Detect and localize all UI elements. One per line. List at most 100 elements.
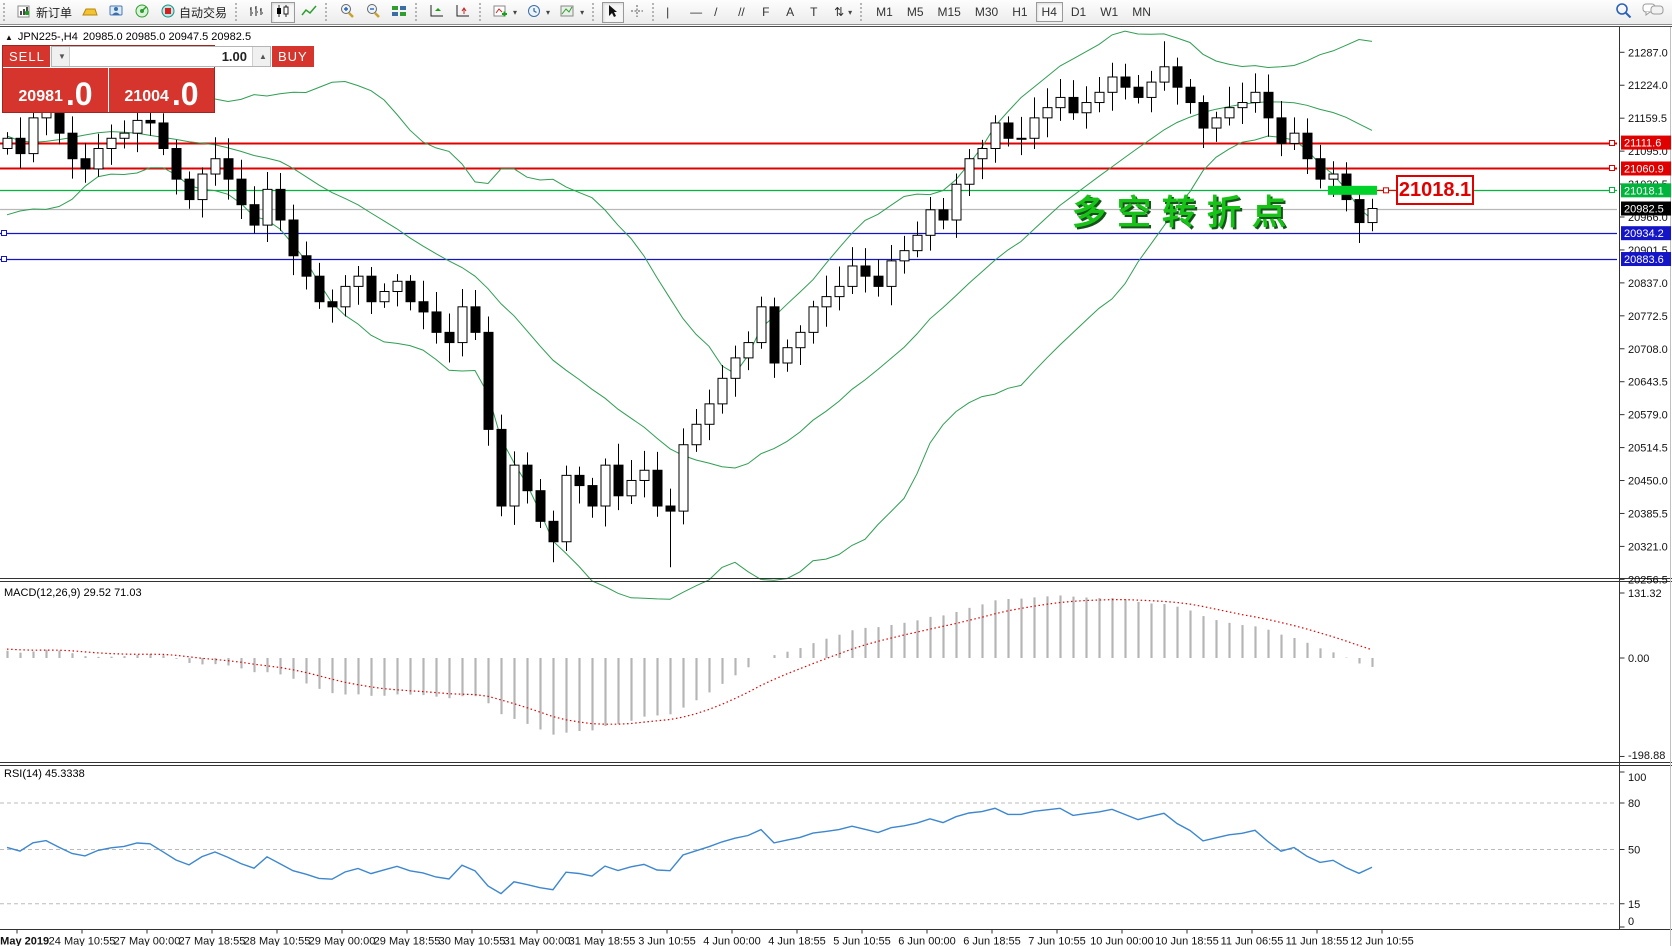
svg-text:23 May 2019: 23 May 2019 [0, 936, 49, 946]
toolbar-grip[interactable] [235, 3, 242, 21]
tile-windows-icon [391, 4, 407, 21]
timeframe-mn[interactable]: MN [1126, 2, 1157, 22]
timeframe-h4[interactable]: H4 [1035, 2, 1063, 22]
arrows-tool[interactable]: ⇅ ▾ [830, 2, 856, 23]
volume-increase-button[interactable]: ▲ [252, 47, 270, 66]
new-chart-icon [493, 4, 509, 21]
timeframe-m1[interactable]: M1 [870, 2, 899, 22]
toolbar-grip[interactable] [592, 3, 599, 21]
svg-text:21159.5: 21159.5 [1628, 113, 1667, 125]
svg-text:28 May 10:55: 28 May 10:55 [244, 936, 311, 946]
toolbar-grip[interactable] [652, 3, 659, 21]
candlestick-mode-button[interactable] [271, 1, 296, 23]
price-scale: 21287.021224.021159.521095.021030.520966… [1619, 47, 1671, 928]
toolbar-grip[interactable] [479, 3, 486, 21]
toolbar-grip[interactable] [860, 3, 867, 21]
timeframe-m5[interactable]: M5 [901, 2, 930, 22]
search-icon[interactable] [1615, 2, 1632, 23]
volume-input[interactable] [70, 47, 252, 66]
svg-text:21224.0: 21224.0 [1628, 80, 1668, 92]
macd-histogram [6, 595, 1374, 735]
toolbar-grip[interactable] [325, 3, 332, 21]
annotation-text[interactable]: 多空转折点 [1072, 194, 1297, 232]
volume-stepper: ▼ ▲ [51, 46, 271, 67]
cursor-tool-button[interactable] [602, 1, 625, 23]
horizontal-line-icon: — [690, 5, 703, 19]
macd-values: 29.52 71.03 [83, 587, 142, 599]
arrows-icon: ⇅ [834, 5, 845, 19]
candlestick-icon [275, 4, 291, 21]
sell-price[interactable]: 20981 .0 [3, 68, 108, 112]
panel-toggle-icon[interactable]: ▲ [5, 33, 13, 42]
radar-icon [134, 4, 150, 21]
volume-decrease-button[interactable]: ▼ [52, 47, 70, 66]
dropdown-caret: ▾ [580, 7, 585, 17]
svg-text:20321.0: 20321.0 [1628, 541, 1668, 553]
text-label-tool[interactable]: T [806, 2, 828, 23]
rsi-name: RSI(14) [4, 768, 42, 780]
auto-trading-button[interactable]: 自动交易 [156, 2, 231, 23]
chart-shift-button[interactable] [451, 2, 475, 23]
svg-text:131.32: 131.32 [1628, 588, 1662, 600]
zoom-in-button[interactable] [335, 2, 359, 23]
timeframe-h1[interactable]: H1 [1006, 2, 1033, 22]
svg-text:20579.0: 20579.0 [1628, 410, 1668, 422]
panel-frame [0, 27, 1672, 946]
timeframe-m15[interactable]: M15 [932, 2, 967, 22]
channel-tool[interactable]: // [734, 2, 756, 23]
auto-trading-label: 自动交易 [179, 5, 228, 20]
new-order-label: 新订单 [36, 5, 73, 20]
chart-canvas[interactable]: 21287.021224.021159.521095.021030.520966… [0, 27, 1672, 946]
chart-shift-icon [455, 4, 471, 21]
annotation-graphics [1328, 185, 1396, 195]
rsi-panel [0, 802, 1617, 905]
sell-button[interactable]: SELL [3, 46, 50, 67]
svg-text:21111.6: 21111.6 [1624, 138, 1661, 150]
svg-text:-198.88: -198.88 [1628, 750, 1665, 762]
horizontal-line-tool[interactable]: — [686, 2, 708, 23]
toolbar-grip[interactable] [415, 3, 422, 21]
new-chart-button[interactable]: ▾ [489, 2, 521, 23]
bar-chart-mode-button[interactable] [245, 2, 269, 23]
toolbar-grip[interactable] [3, 3, 10, 21]
vertical-line-icon: | [666, 5, 670, 19]
new-order-button[interactable]: 新订单 [13, 2, 76, 23]
text-tool-icon: A [786, 5, 795, 19]
templates-button[interactable]: ▾ [556, 2, 588, 23]
price-flag-label[interactable]: 21018.1 [1396, 175, 1474, 205]
svg-text:20256.5: 20256.5 [1628, 574, 1668, 586]
crosshair-tool-button[interactable] [626, 2, 648, 23]
zoom-out-button[interactable] [361, 2, 385, 23]
periods-button[interactable]: ▾ [523, 2, 554, 23]
channel-icon: // [738, 5, 745, 19]
signals-button[interactable] [130, 2, 154, 23]
text-tool[interactable]: A [782, 2, 804, 23]
chat-icon[interactable] [1642, 2, 1664, 23]
vertical-line-tool[interactable]: | [662, 2, 684, 23]
rsi-label: RSI(14) 45.3338 [4, 768, 85, 780]
svg-text:29 May 18:55: 29 May 18:55 [374, 936, 441, 946]
buy-button[interactable]: BUY [272, 46, 314, 67]
buy-price[interactable]: 21004 .0 [109, 68, 214, 112]
svg-text:80: 80 [1628, 798, 1640, 810]
timeframe-m30[interactable]: M30 [969, 2, 1004, 22]
charts-profile-button[interactable] [78, 2, 102, 23]
timeframe-d1[interactable]: D1 [1065, 2, 1092, 22]
tile-windows-button[interactable] [387, 2, 411, 23]
line-chart-mode-button[interactable] [297, 2, 321, 23]
svg-text:20643.5: 20643.5 [1628, 377, 1668, 389]
svg-text:6 Jun 18:55: 6 Jun 18:55 [963, 936, 1021, 946]
bollinger-bands [6, 30, 1373, 600]
fibonacci-tool[interactable]: F [758, 2, 780, 23]
community-button[interactable] [104, 2, 128, 23]
clock-icon [527, 4, 542, 21]
auto-scroll-button[interactable] [425, 2, 449, 23]
trendline-icon: / [714, 5, 718, 19]
quote-ohlc: 20985.0 20985.0 20947.5 20982.5 [82, 31, 252, 43]
quote-line: ▲ JPN225-,H4 20985.0 20985.0 20947.5 209… [5, 31, 251, 43]
svg-text:21018.1: 21018.1 [1624, 185, 1664, 197]
timeframe-w1[interactable]: W1 [1094, 2, 1124, 22]
dropdown-caret: ▾ [848, 7, 853, 17]
svg-text:4 Jun 18:55: 4 Jun 18:55 [768, 936, 826, 946]
trendline-tool[interactable]: / [710, 2, 732, 23]
